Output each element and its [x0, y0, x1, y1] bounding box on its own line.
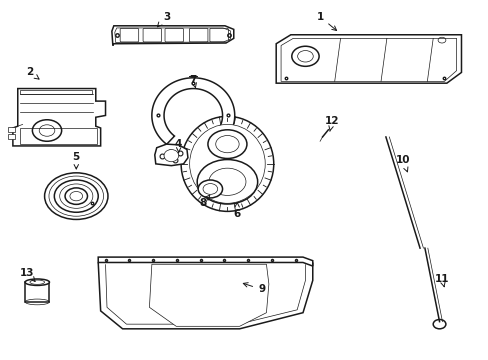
Ellipse shape [25, 279, 49, 285]
Text: 6: 6 [233, 203, 240, 219]
Text: 5: 5 [73, 152, 80, 169]
Ellipse shape [30, 280, 44, 284]
Polygon shape [152, 78, 234, 144]
Bar [20, 90, 92, 94]
Ellipse shape [189, 125, 264, 203]
Ellipse shape [163, 149, 178, 162]
Bar [8, 134, 15, 139]
Text: 2: 2 [26, 67, 39, 79]
FancyBboxPatch shape [164, 28, 183, 42]
FancyBboxPatch shape [120, 28, 139, 42]
Text: 4: 4 [175, 139, 182, 152]
Text: 7: 7 [189, 75, 197, 88]
Polygon shape [112, 26, 233, 45]
Text: 8: 8 [199, 195, 209, 208]
Polygon shape [155, 144, 187, 166]
Polygon shape [276, 35, 461, 83]
Ellipse shape [181, 116, 273, 211]
FancyBboxPatch shape [209, 28, 228, 42]
Bar [20, 128, 97, 144]
Bar [8, 127, 15, 132]
Text: 3: 3 [157, 12, 170, 27]
Text: 9: 9 [243, 283, 264, 294]
FancyBboxPatch shape [143, 28, 161, 42]
Bar [25, 282, 49, 302]
Polygon shape [98, 257, 312, 266]
Text: 10: 10 [395, 155, 409, 172]
Polygon shape [13, 89, 105, 146]
Text: 1: 1 [316, 12, 336, 31]
Ellipse shape [203, 184, 217, 194]
Text: 11: 11 [434, 274, 448, 287]
Polygon shape [149, 264, 268, 326]
Ellipse shape [198, 180, 222, 198]
Text: 13: 13 [20, 268, 35, 282]
FancyBboxPatch shape [189, 28, 207, 42]
Text: 12: 12 [325, 116, 339, 131]
